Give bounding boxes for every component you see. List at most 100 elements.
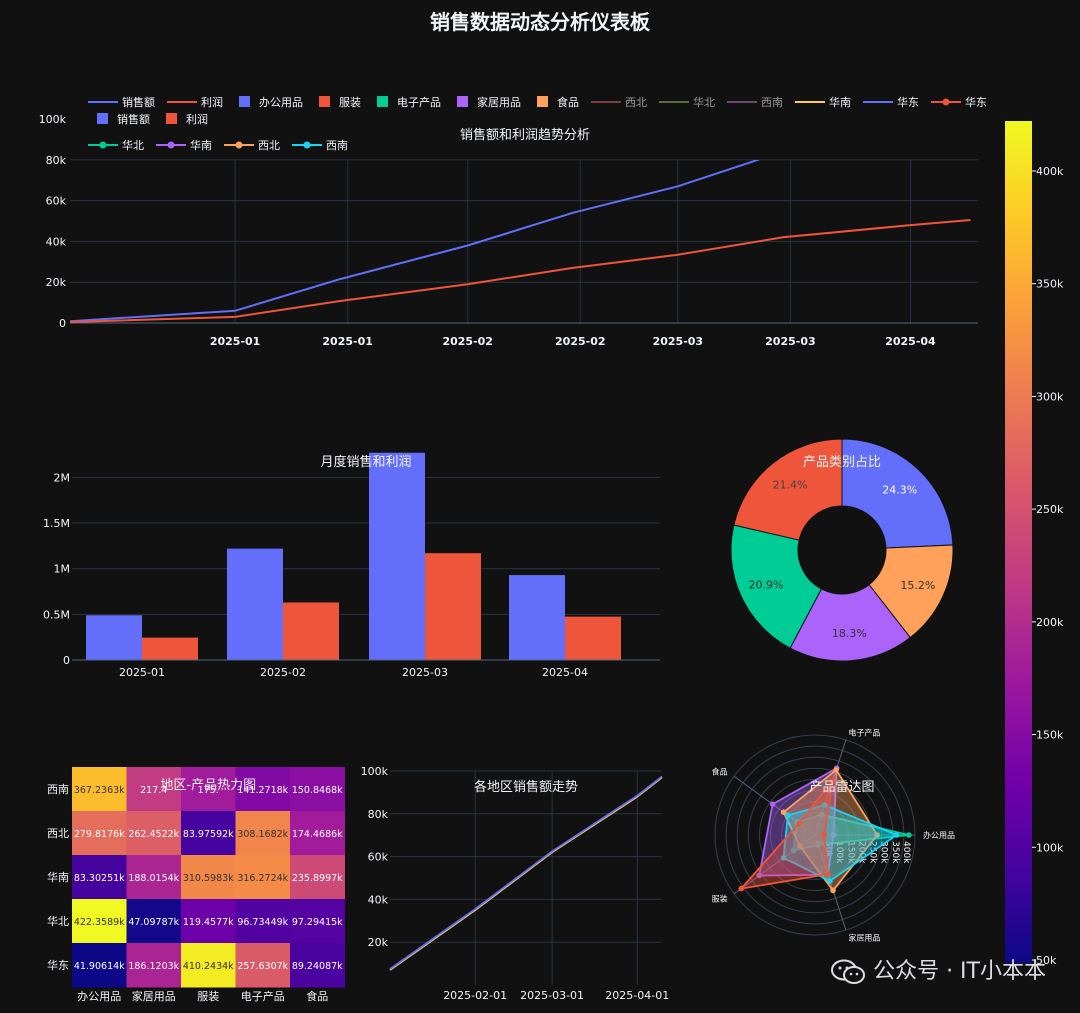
radar-marker: [830, 887, 836, 894]
radar-marker: [830, 832, 837, 838]
legend-marker: [942, 98, 950, 106]
radar-marker: [821, 832, 828, 838]
chart-title: 销售额和利润趋势分析: [460, 127, 590, 143]
legend-item: 家居用品: [457, 95, 521, 109]
heatmap-cell: [290, 811, 345, 856]
radar-tick-label: 100k: [834, 841, 844, 864]
y-tick-label: 40k: [368, 893, 389, 906]
legend-label: 华南: [829, 95, 851, 109]
heatmap-cell: [235, 855, 291, 900]
y-tick-label: 100k: [361, 765, 389, 778]
y-tick-label: 20k: [368, 936, 389, 949]
cell-label: 89.24087k: [292, 961, 343, 972]
colorbar-label: 400k: [1036, 165, 1064, 178]
bar: [425, 553, 481, 660]
page-title: 销售数据动态分析仪表板: [430, 10, 650, 34]
radar-marker: [780, 809, 787, 816]
radar-marker: [756, 872, 762, 879]
radar-area: [782, 804, 899, 882]
legend-swatch: [97, 113, 108, 124]
legend-swatch: [239, 96, 250, 107]
series-line: [389, 775, 663, 970]
cell-label: 410.2434k: [183, 961, 234, 972]
colorbar-label: 300k: [1036, 390, 1064, 403]
legend-label: 西南: [326, 139, 348, 152]
cell-label: 422.3589k: [74, 917, 125, 928]
radar-marker: [824, 871, 831, 878]
pie-slice: [841, 438, 954, 549]
bar: [369, 452, 425, 660]
radar-marker: [829, 777, 836, 784]
col-label: 家居用品: [132, 989, 176, 1003]
radar-marker: [874, 832, 880, 838]
pie-slice: [868, 544, 954, 639]
heatmap-cell: [126, 943, 182, 988]
y-tick-label: 0: [63, 654, 70, 667]
x-tick-label: 2025-01: [119, 666, 165, 679]
row-label: 华北: [47, 914, 69, 928]
y-tick-label: 1M: [54, 563, 71, 576]
radar-area: [782, 768, 879, 892]
radar-marker: [738, 885, 745, 892]
bar: [86, 615, 142, 660]
legend-item: 利润: [167, 95, 223, 109]
heatmap-cell: [181, 767, 236, 812]
legend-label: 华南: [190, 138, 212, 152]
cell-label: 97.29415k: [292, 917, 343, 928]
series-line: [70, 219, 971, 324]
legend-label: 利润: [201, 95, 223, 109]
watermark: 公众号 · IT小本本: [831, 953, 1046, 985]
heatmap-cell: [72, 811, 127, 856]
x-tick-label: 2025-02: [260, 666, 306, 679]
col-label: 电子产品: [241, 989, 285, 1003]
cell-label: 83.30251k: [74, 873, 125, 884]
legend-label: 西北: [625, 96, 647, 109]
bar: [565, 616, 621, 660]
radar-tick-label: 150k: [845, 841, 855, 864]
x-tick-label: 2025-04: [542, 666, 588, 679]
legend-label: 华北: [693, 95, 715, 109]
legend-marker: [99, 141, 107, 149]
legend-label: 华东: [897, 95, 919, 109]
cell-label: 174.4686k: [292, 829, 343, 840]
legend-swatch: [319, 96, 330, 107]
y-tick-label: 2M: [54, 471, 71, 484]
cell-label: 96.73449k: [237, 917, 288, 928]
colorbar-label: 350k: [1036, 278, 1064, 291]
radar-tick-label: 300k: [879, 841, 889, 864]
x-tick-label: 2025-01: [210, 335, 261, 348]
chart-title: 产品雷达图: [809, 780, 874, 795]
legend-swatch: [537, 96, 548, 107]
radar-tick-label: 400k: [901, 841, 911, 864]
radar-marker: [785, 812, 791, 819]
legend-item: 办公用品: [239, 96, 303, 109]
row-label: 西北: [47, 827, 69, 840]
chart-title: 各地区销售额走势: [474, 779, 578, 795]
heatmap-cell: [126, 899, 182, 944]
radar-axis-label: 服装: [712, 893, 728, 903]
pie-label: 24.3%: [882, 484, 917, 497]
heatmap-cell: [126, 811, 182, 856]
legend-item: 西北: [224, 139, 280, 152]
x-tick-label: 2025-03: [402, 666, 448, 679]
pie-label: 15.2%: [900, 579, 935, 592]
pie-label: 20.9%: [749, 579, 784, 592]
legend-item: 电子产品: [377, 95, 441, 109]
radar-marker: [790, 847, 797, 854]
cell-label: 83.97592k: [183, 829, 234, 840]
legend-label: 华东: [965, 95, 987, 109]
y-tick-label: 0: [59, 317, 66, 330]
x-tick-label: 2025-03-01: [520, 989, 584, 1002]
radar-tick-label: 350k: [890, 841, 900, 864]
chart-title: 地区-产品热力图: [160, 778, 256, 793]
radar-axis-label: 办公用品: [923, 830, 955, 840]
x-tick-label: 2025-01: [322, 335, 373, 348]
heatmap-cell: [181, 899, 236, 944]
cell-label: 262.4522k: [128, 829, 179, 840]
legend-label: 西北: [258, 139, 280, 152]
y-tick-label: 0.5M: [43, 608, 70, 621]
legend-swatch: [457, 96, 468, 107]
heatmap-cell: [126, 855, 182, 900]
cell-label: 188.0154k: [128, 873, 179, 884]
